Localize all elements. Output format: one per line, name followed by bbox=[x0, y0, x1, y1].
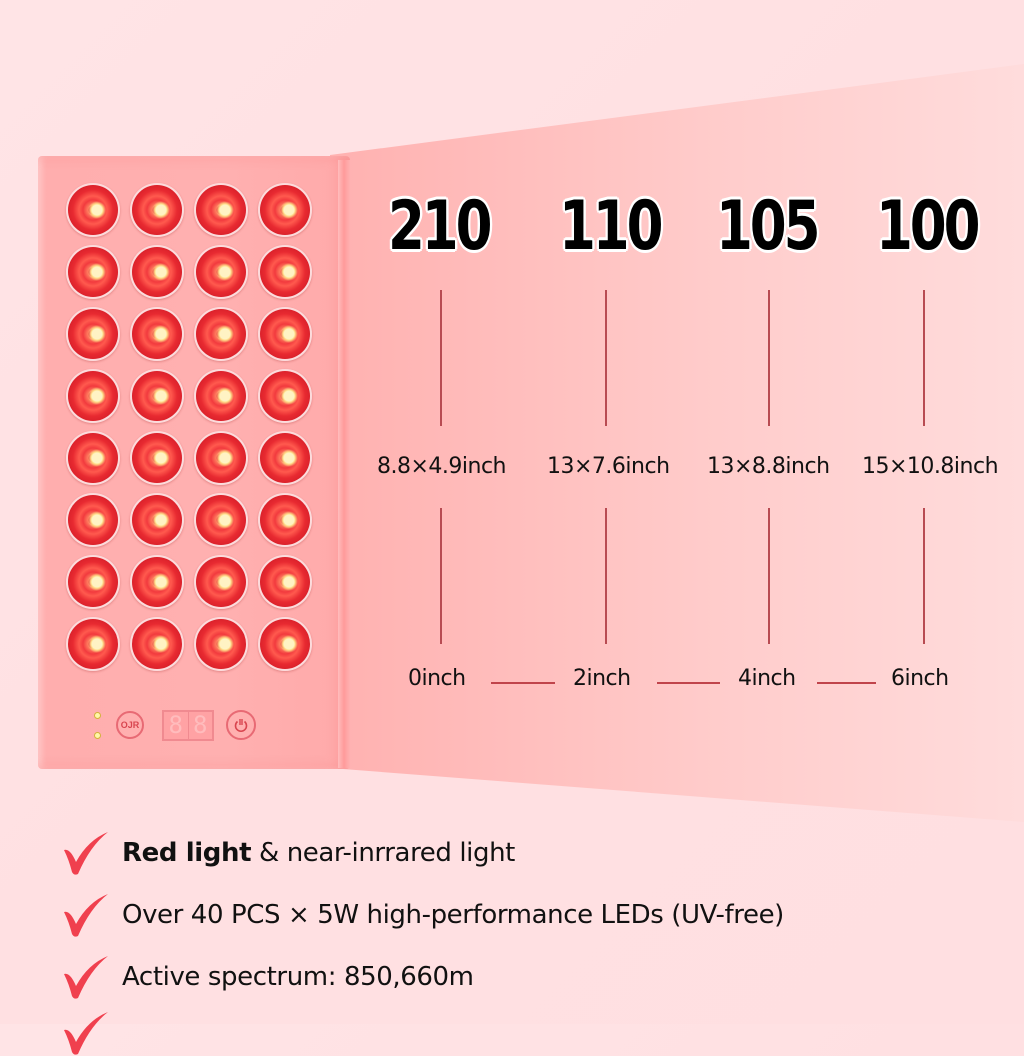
led-bulb bbox=[194, 493, 248, 547]
led-bulb bbox=[130, 369, 184, 423]
display-digit: 8 bbox=[164, 712, 189, 739]
power-icon bbox=[234, 719, 248, 733]
distance-connector-line bbox=[491, 682, 555, 684]
display-digit: 8 bbox=[193, 711, 208, 739]
led-grid bbox=[66, 183, 312, 671]
led-bulb bbox=[130, 431, 184, 485]
led-bulb bbox=[130, 183, 184, 237]
led-bulb bbox=[258, 369, 312, 423]
distance-connector-line bbox=[817, 682, 876, 684]
led-bulb bbox=[66, 555, 120, 609]
indicator-light bbox=[94, 732, 101, 739]
led-bulb bbox=[130, 493, 184, 547]
power-button[interactable] bbox=[226, 710, 256, 740]
irradiance-value: 210 bbox=[388, 187, 492, 266]
coverage-label: 15×10.8inch bbox=[862, 454, 999, 479]
led-bulb bbox=[258, 307, 312, 361]
distance-connector-line bbox=[657, 682, 720, 684]
divider-line bbox=[440, 508, 442, 644]
divider-line bbox=[605, 508, 607, 644]
irradiance-value: 110 bbox=[559, 187, 663, 266]
checkmark-icon bbox=[64, 956, 108, 999]
coverage-label: 8.8×4.9inch bbox=[377, 454, 507, 479]
feature-bold-text: Red light bbox=[122, 838, 252, 868]
led-bulb bbox=[66, 307, 120, 361]
led-bulb bbox=[130, 617, 184, 671]
coverage-label: 13×7.6inch bbox=[547, 454, 670, 479]
coverage-label: 13×8.8inch bbox=[707, 454, 830, 479]
led-bulb bbox=[194, 183, 248, 237]
distance-label: 6inch bbox=[891, 666, 949, 691]
led-bulb bbox=[258, 183, 312, 237]
irradiance-value: 105 bbox=[716, 187, 820, 266]
led-bulb bbox=[194, 555, 248, 609]
led-bulb bbox=[66, 369, 120, 423]
led-bulb bbox=[194, 245, 248, 299]
led-bulb bbox=[66, 617, 120, 671]
distance-label: 4inch bbox=[738, 666, 796, 691]
feature-text: Active spectrum: 850,660m bbox=[122, 962, 474, 992]
mode-button-label: OJR bbox=[120, 720, 140, 730]
divider-line bbox=[923, 290, 925, 426]
checkmark-icon bbox=[64, 894, 108, 937]
mode-button[interactable]: OJR bbox=[116, 711, 144, 739]
led-bulb bbox=[130, 555, 184, 609]
led-bulb bbox=[194, 431, 248, 485]
divider-line bbox=[440, 290, 442, 426]
led-bulb bbox=[66, 431, 120, 485]
led-bulb bbox=[130, 245, 184, 299]
feature-text: & near-inrrared light bbox=[251, 838, 515, 868]
divider-line bbox=[923, 508, 925, 644]
led-bulb bbox=[130, 307, 184, 361]
led-bulb bbox=[258, 431, 312, 485]
indicator-light bbox=[94, 712, 101, 719]
checkmark-icon bbox=[64, 1012, 108, 1055]
device-side-edge bbox=[338, 160, 350, 768]
led-bulb bbox=[258, 555, 312, 609]
distance-label: 2inch bbox=[573, 666, 631, 691]
led-bulb bbox=[258, 245, 312, 299]
irradiance-value: 100 bbox=[876, 187, 980, 266]
feature-text: Over 40 PCS × 5W high-performance LEDs (… bbox=[122, 900, 784, 930]
divider-line bbox=[768, 508, 770, 644]
led-bulb bbox=[66, 493, 120, 547]
led-bulb bbox=[194, 617, 248, 671]
perspective-panel-background bbox=[330, 64, 1024, 822]
led-bulb bbox=[194, 369, 248, 423]
led-bulb bbox=[66, 245, 120, 299]
divider-line bbox=[768, 290, 770, 426]
distance-label: 0inch bbox=[408, 666, 466, 691]
led-bulb bbox=[66, 183, 120, 237]
led-bulb bbox=[194, 307, 248, 361]
divider-line bbox=[605, 290, 607, 426]
led-bulb bbox=[258, 617, 312, 671]
led-bulb bbox=[258, 493, 312, 547]
checkmark-icon bbox=[64, 832, 108, 875]
